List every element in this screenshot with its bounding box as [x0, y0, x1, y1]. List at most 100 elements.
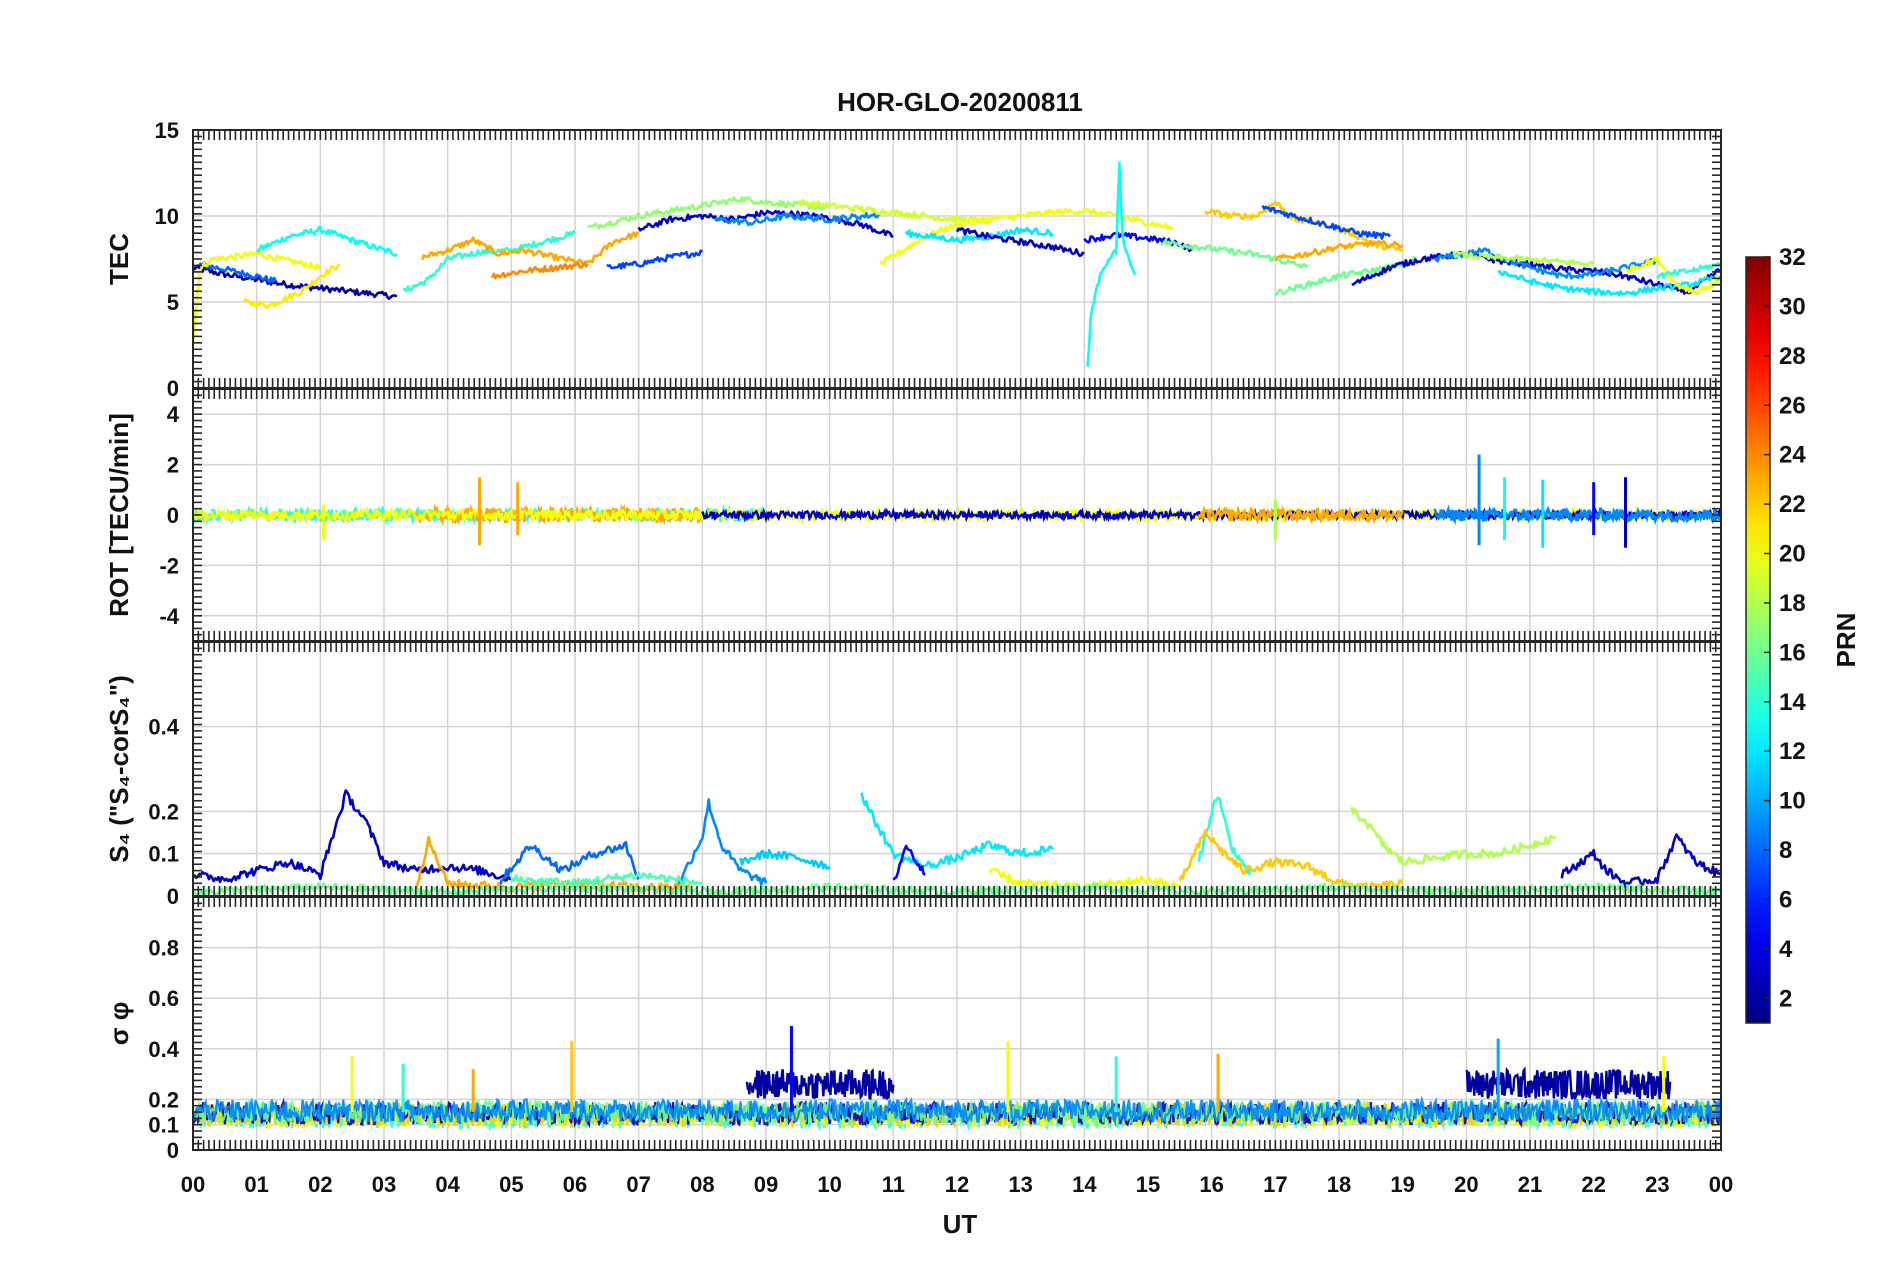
s4-series-prn-22	[1178, 829, 1404, 893]
tec-series-prn-16	[1160, 238, 1309, 269]
colorbar-tick-label: 6	[1779, 886, 1792, 913]
x-tick-label: 20	[1454, 1172, 1478, 1197]
colorbar-tick-label: 8	[1779, 837, 1792, 864]
tec-series-prn-17	[586, 196, 831, 230]
s4-series-prn-9	[675, 798, 768, 889]
x-tick-label: 00	[181, 1172, 205, 1197]
colorbar-tick-label: 22	[1779, 491, 1806, 518]
colorbar-tick-label: 32	[1779, 244, 1806, 271]
panel-s4: 0 0.1 0.2 0.4 S₄ ("S₄-corS₄")	[104, 641, 1722, 909]
tec-series-prn-9	[713, 211, 881, 227]
y-tick-label: 15	[155, 118, 179, 143]
x-tick-label: 00	[1709, 1172, 1733, 1197]
x-tick-label: 01	[244, 1172, 268, 1197]
tec-series-prn-20	[1624, 255, 1721, 296]
panel-rot: -4 -2 0 2 4 ROT [TECU/min]	[104, 388, 1722, 642]
y-tick-label: 0	[167, 1138, 179, 1163]
s4-series-prn-8	[497, 840, 640, 887]
tec-series-prn-7	[606, 249, 704, 270]
y-tick-label: 0.2	[148, 799, 179, 824]
data-layer	[193, 1026, 1721, 1133]
chart-title: HOR-GLO-20200811	[837, 87, 1083, 117]
colorbar-tick-label: 14	[1779, 689, 1806, 716]
x-tick-label: 03	[372, 1172, 396, 1197]
x-tick-label: 18	[1327, 1172, 1351, 1197]
s4-series-prn-12	[860, 792, 1054, 871]
colorbar-tick-label: 20	[1779, 541, 1806, 568]
x-tick-label: 12	[945, 1172, 969, 1197]
tec-series-prn-20	[193, 250, 321, 345]
panel-sigma: 00.10.2 0.4 0.6 0.8 σ φ	[104, 896, 1722, 1163]
sigma-elevated-prn-2	[1465, 1066, 1672, 1101]
x-tick-label: 16	[1199, 1172, 1223, 1197]
y-tick-label: 0	[167, 884, 179, 909]
s4-series-prn-5	[892, 844, 926, 881]
tec-series-prn-13	[1086, 161, 1137, 367]
y-tick-label: 0.6	[148, 986, 179, 1011]
tec-series-prn-3	[637, 209, 894, 238]
y-tick-label: 0.4	[148, 1037, 179, 1062]
x-tick-label: 23	[1645, 1172, 1669, 1197]
y-tick-label: 0	[167, 503, 179, 528]
y-tick-label: 0.1	[148, 842, 179, 867]
tec-series-prn-14	[1656, 261, 1721, 280]
x-tick-label: 19	[1390, 1172, 1414, 1197]
x-tick-label: 14	[1072, 1172, 1097, 1197]
x-axis-label: UT	[943, 1209, 978, 1239]
s4-series-prn-18	[1350, 806, 1557, 866]
rot-series-prn-23	[1197, 504, 1404, 526]
y-tick-label: -2	[159, 553, 179, 578]
tec-series-prn-7	[1261, 205, 1391, 240]
tec-series-prn-19	[797, 199, 990, 225]
colorbar-tick-label: 4	[1779, 936, 1793, 963]
s4-series-prn-15	[510, 871, 703, 889]
data-layer	[193, 161, 1721, 367]
x-tick-label: 05	[499, 1172, 523, 1197]
tec-series-prn-12	[1497, 269, 1721, 297]
y-tick-label: 0.8	[148, 936, 179, 961]
tec-series-prn-21	[242, 263, 341, 310]
s4-series-prn-14	[1197, 796, 1252, 876]
s4-series-prn-3	[193, 789, 512, 884]
tec-series-prn-23	[420, 231, 639, 266]
colorbar-tick-label: 30	[1779, 293, 1806, 320]
x-tick-label: 11	[882, 1172, 905, 1197]
colorbar-tick-label: 28	[1779, 343, 1806, 370]
tec-series-prn-12	[904, 226, 1054, 244]
colorbar-tick-label: 24	[1779, 442, 1806, 469]
tec-series-prn-14	[403, 230, 576, 293]
panel-tec: 0 5 10 15 TEC	[104, 118, 1722, 401]
y-tick-label: 10	[155, 204, 179, 229]
tec-series-prn-13	[256, 225, 398, 258]
y-tick-label: 0.2	[148, 1087, 179, 1112]
colorbar-gradient	[1745, 256, 1771, 1024]
tec-series-prn-5	[1083, 231, 1194, 253]
x-tick-label: 22	[1581, 1172, 1605, 1197]
x-tick-label: 09	[754, 1172, 778, 1197]
tec-series-prn-24	[491, 261, 589, 280]
colorbar-tick-label: 2	[1779, 985, 1792, 1012]
x-tick-label: 21	[1518, 1172, 1542, 1197]
y-tick-label: -4	[159, 604, 179, 629]
x-tick-label: 10	[817, 1172, 841, 1197]
sigma-elevated-prn-2	[745, 1068, 895, 1101]
tec-series-prn-8	[198, 261, 277, 284]
y-axis-label: σ φ	[104, 1002, 134, 1046]
s4-series-prn-3	[1560, 833, 1721, 889]
x-tick-label: 07	[626, 1172, 650, 1197]
x-tick-label: 04	[435, 1172, 460, 1197]
y-tick-label: 0.4	[148, 715, 179, 740]
x-tick-label: 02	[308, 1172, 332, 1197]
y-tick-label: 0	[167, 376, 179, 401]
x-tick-label: 08	[690, 1172, 714, 1197]
tec-series-prn-23	[1274, 239, 1404, 262]
x-axis: 00 01 02 03 04 05 06 07 08 09 10 11 12 13 14 15 16 17 18 19…	[181, 1172, 1733, 1197]
tec-series-prn-2	[193, 264, 398, 301]
y-tick-label: 0.1	[148, 1113, 179, 1138]
y-axis-label: ROT [TECU/min]	[104, 413, 134, 617]
y-axis-label: S₄ ("S₄-corS₄")	[104, 675, 134, 863]
y-tick-label: 2	[167, 453, 179, 478]
